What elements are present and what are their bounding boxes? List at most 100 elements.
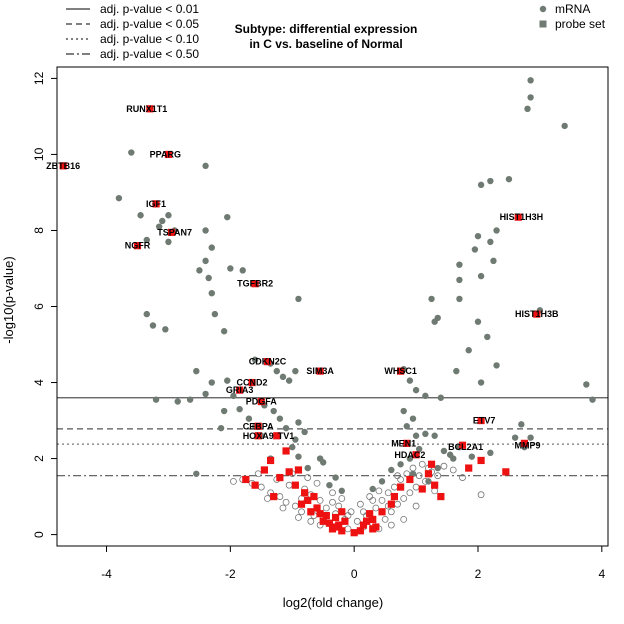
mrna-point [193,367,200,375]
mrna-point [477,379,485,386]
nonsignificant-point [295,514,302,521]
probe-set-point [316,367,324,375]
mrna-point [437,394,445,401]
probe-set-point [316,510,324,518]
nonsignificant-point [279,504,287,512]
mrna-point [205,274,212,282]
nonsignificant-point [307,517,315,525]
mrna-point [162,326,169,333]
probe-set-point [397,367,405,375]
gene-label: MEN1 [391,438,416,448]
probe-set-point [251,481,259,489]
probe-set-point [297,500,306,508]
mrna-point [202,390,209,398]
probe-set-point [387,500,395,508]
mrna-point [456,295,463,303]
mrna-point [369,485,376,493]
legend-probe-marker [539,20,547,28]
probe-set-point [167,228,176,236]
mrna-point [295,295,302,303]
mrna-point [155,223,163,230]
mrna-point [304,464,311,472]
gene-labels-layer: RUNX1T1 PPARG ZBTB16 IGF1 TSPAN7 NGFR TGFBR2 CD… [46,104,559,460]
mrna-point [406,455,414,462]
nonsignificant-point [387,521,395,529]
mrna-point [409,415,417,422]
mrna-point [403,423,410,430]
x-tick-label: 2 [475,567,482,581]
probe-set-point [322,511,330,520]
probe-set-point [390,492,399,501]
nonsignificant-point [434,472,442,480]
probe-set-point [260,466,268,474]
mrna-point [493,362,500,369]
mrna-point [477,181,485,189]
probe-set-point [254,432,262,440]
nonsignificant-point [418,460,426,468]
y-tick-label: 0 [32,531,46,538]
mrna-point [431,318,438,325]
gene-label: PDGFA [246,397,278,407]
mrna-point [174,398,181,405]
mrna-point [202,162,209,170]
mrna-point [282,424,290,432]
mrna-point [236,405,243,413]
mrna-point [270,407,277,415]
mrna-point [428,295,435,303]
probe-set-point [520,439,529,447]
legend-mrna-marker [539,5,547,13]
mrna-point [456,261,463,268]
mrna-point [224,213,231,221]
probe-set-point [273,432,281,440]
probe-set-point [514,213,522,221]
probe-set-point [338,527,346,535]
probe-set-point [164,150,173,159]
mrna-point [279,373,287,381]
mrna-point [378,478,386,485]
probe-set-point [270,492,278,501]
mrna-point [159,217,166,225]
mrna-point [211,310,219,318]
probe-set-point [266,456,275,465]
gene-label: CCND2 [237,378,268,388]
mrna-point [412,432,420,439]
nonsignificant-point [477,491,485,499]
nonsignificant-point [322,504,330,512]
nonsignificant-point [353,517,361,525]
probe-set-point [465,464,473,472]
probe-set-point [403,439,411,447]
x-tick-label: -2 [225,567,236,581]
y-axis: 0 2 4 6 8 10 12 [32,71,57,538]
nonsignificant-point [378,496,386,504]
mrna-point [450,455,457,462]
nonsignificant-point [338,495,346,502]
mrna-point [474,318,482,325]
mrna-point [518,421,525,428]
mrna-point [202,257,209,265]
probe-set-point [319,517,327,525]
gene-label: RUNX1T1 [126,104,167,114]
threshold-lines [57,397,608,477]
nonsignificant-point [400,515,408,523]
nonsignificant-point [316,496,324,504]
gene-label: IGF1 [146,199,166,209]
probe-set-point [418,485,426,493]
gene-label: CEBPA [243,421,274,431]
nonsignificant-point [394,472,401,480]
mrna-point [208,244,215,251]
probe-set-point [282,447,290,455]
nonsignificant-point [298,508,305,516]
mrna-point [149,322,157,329]
probe-set-point [431,481,439,489]
mrna-point [165,238,172,246]
mrna-point [487,238,494,246]
nonsignificant-point [406,489,414,497]
probe-set-point [294,466,303,474]
probe-set-point [356,527,364,535]
mrna-point [431,432,438,439]
mrna-point [115,194,123,202]
gene-label: TGFBR2 [237,279,273,289]
